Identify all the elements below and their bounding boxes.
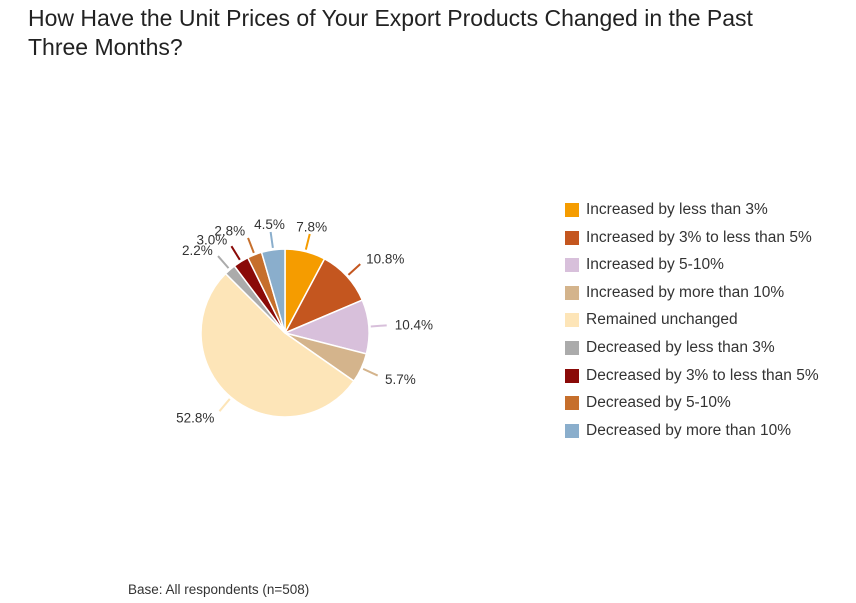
legend-swatch (565, 368, 579, 383)
legend-swatch (565, 258, 579, 273)
legend-swatch (565, 285, 579, 300)
slice-data-label: 3.0% (196, 232, 227, 247)
slice-data-label: 10.8% (366, 252, 404, 267)
leader-line (217, 255, 230, 269)
legend-label: Increased by 5-10% (586, 256, 724, 274)
leader-line (370, 324, 387, 328)
legend-swatch (565, 203, 579, 217)
legend-label: Decreased by 5-10% (586, 394, 731, 412)
pie-slice (260, 248, 286, 334)
legend-label: Remained unchanged (586, 311, 738, 329)
legend-item: Decreased by 3% to less than 5% (565, 362, 855, 390)
legend-item: Remained unchanged (565, 306, 855, 334)
legend-swatch (565, 230, 579, 245)
slice-data-label: 52.8% (176, 410, 214, 425)
legend-swatch (565, 340, 579, 355)
slice-data-label: 5.7% (385, 372, 416, 387)
slice-data-label: 10.4% (395, 318, 433, 333)
legend-label: Increased by more than 10% (586, 283, 785, 301)
legend-label: Increased by 3% to less than 5% (586, 228, 812, 246)
legend-item: Increased by 3% to less than 5% (565, 224, 855, 252)
legend-swatch (565, 313, 579, 328)
slice-data-label: 2.8% (214, 223, 245, 238)
legend-swatch (565, 423, 579, 438)
slice-data-label: 4.5% (254, 217, 285, 232)
legend-swatch (565, 396, 579, 411)
legend-label: Decreased by more than 10% (586, 421, 792, 439)
leader-line (347, 263, 361, 276)
legend-item: Increased by more than 10% (565, 279, 855, 307)
leader-line (304, 233, 311, 250)
leader-line (362, 367, 379, 377)
base-footnote: Base: All respondents (n=508) (128, 582, 310, 597)
leader-line (247, 237, 255, 254)
legend-item: Decreased by more than 10% (565, 417, 855, 445)
leader-line (230, 245, 241, 261)
legend-label: Decreased by 3% to less than 5% (586, 366, 819, 384)
legend-item: Decreased by 5-10% (565, 389, 855, 417)
legend-item: Increased by less than 3% (565, 196, 855, 224)
legend-label: Increased by less than 3% (586, 201, 768, 218)
legend-item: Decreased by less than 3% (565, 334, 855, 362)
pie-slice (200, 272, 355, 418)
legend-item: Increased by 5-10% (565, 251, 855, 279)
chart-title: How Have the Unit Prices of Your Export … (28, 5, 753, 60)
slice-data-label: 7.8% (296, 219, 327, 234)
leader-line (269, 231, 274, 249)
slice-data-label: 2.2% (182, 243, 213, 258)
legend-label: Decreased by less than 3% (586, 338, 775, 356)
leader-line (218, 398, 231, 412)
legend: Increased by less than 3% Increased by 3%… (565, 196, 855, 444)
